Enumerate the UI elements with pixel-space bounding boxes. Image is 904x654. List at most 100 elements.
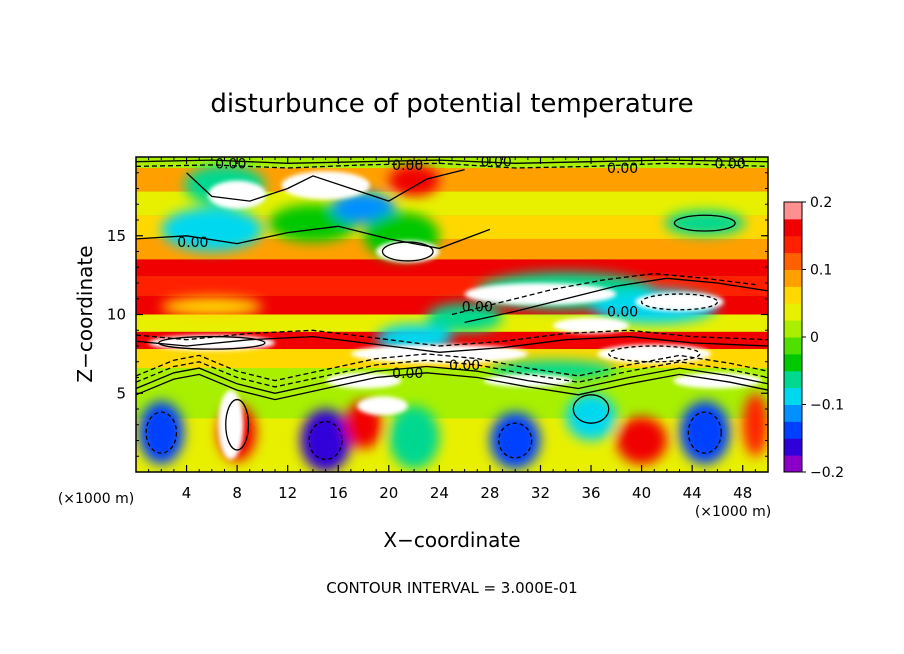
contour-labels: 0.00 0.00 0.00 0.00 0.00 0.00 0.00 0.00 0.00 0.00	[177, 155, 745, 382]
colorbar-tick-label-3: −0.1	[810, 398, 844, 414]
colorbar-swatch-15	[784, 202, 802, 220]
contour-ring-3	[687, 411, 722, 454]
color-band-5	[136, 259, 768, 277]
x-tick-label-36: 36	[581, 484, 600, 502]
contour-ring-4	[225, 398, 250, 451]
contour-ring-0	[145, 411, 178, 454]
x-tick-label-32: 32	[531, 484, 550, 502]
anomaly-blob-1	[161, 207, 263, 252]
contour-line-1	[136, 359, 768, 388]
contour-line-10	[136, 225, 491, 250]
y-tick-label-5: 5	[116, 384, 126, 402]
white-region-3	[464, 283, 617, 306]
contour-label-9: 0.00	[449, 358, 480, 374]
anomaly-blob-22	[489, 360, 617, 380]
white-region-8	[597, 344, 712, 364]
white-region-2	[376, 240, 440, 263]
y-tick-label-10: 10	[107, 306, 126, 324]
anomaly-blob-19	[616, 416, 667, 465]
colorbar-swatch-14	[784, 218, 802, 237]
colorbar-swatch-10	[784, 286, 802, 304]
contour-ring-1	[308, 420, 343, 461]
colorbar-swatch-1	[784, 438, 802, 456]
contour-interval-note: CONTOUR INTERVAL = 3.000E-01	[326, 579, 577, 597]
plot-area: 0.00 0.00 0.00 0.00 0.00 0.00 0.00 0.00 0.00 0.00	[136, 155, 768, 472]
contour-ring-8	[640, 293, 719, 311]
color-band-9	[136, 331, 768, 350]
contour-label-4: 0.00	[714, 156, 745, 172]
white-region-1	[281, 171, 370, 200]
contour-line-2	[136, 353, 768, 382]
colorbar-swatch-9	[784, 303, 802, 321]
x-tick-label-40: 40	[632, 484, 651, 502]
colorbar-tick-label-0: 0.2	[810, 195, 832, 211]
anomaly-blob-18	[565, 393, 617, 441]
x-axis-label: X−coordinate	[383, 528, 520, 552]
anomaly-blob-21	[742, 393, 768, 457]
x-tick-label-48: 48	[733, 484, 752, 502]
x-tick-label-16: 16	[329, 484, 348, 502]
contour-ring-2	[498, 422, 533, 459]
contour-line-9	[451, 272, 756, 316]
x-axis-ticks: 4 8 12 16 20 24 28 32 36 40 44 48	[148, 157, 756, 502]
color-band-4	[136, 238, 768, 260]
white-region-4	[635, 292, 724, 312]
white-region-13	[357, 396, 408, 416]
x-tick-label-28: 28	[480, 484, 499, 502]
x-tick-label-24: 24	[430, 484, 449, 502]
contour-label-6: 0.00	[462, 300, 493, 316]
contour-ring-10	[608, 345, 701, 363]
y-tick-label-15: 15	[107, 227, 126, 245]
anomaly-blob-3	[331, 191, 396, 224]
colorbar-swatch-11	[784, 269, 802, 287]
x-tick-label-12: 12	[278, 484, 297, 502]
anomaly-blob-20	[679, 401, 731, 465]
contour-line-8	[464, 277, 768, 324]
contour-label-5: 0.00	[177, 235, 208, 251]
colorbar-swatch-13	[784, 235, 802, 254]
anomaly-blob-6	[664, 210, 746, 236]
contour-line-0	[136, 365, 768, 394]
y-axis-unit: (×1000 m)	[58, 491, 134, 507]
anomaly-blob-12	[138, 401, 185, 465]
white-region-12	[218, 390, 244, 460]
contour-label-1: 0.00	[392, 158, 423, 174]
x-axis-unit: (×1000 m)	[695, 504, 771, 520]
contour-line-4	[136, 335, 768, 353]
contour-line-7	[136, 162, 768, 169]
contour-ring-9	[158, 335, 266, 350]
color-band-0	[136, 157, 768, 169]
x-tick-label-20: 20	[379, 484, 398, 502]
colorbar-ticks: 0.2 0.1 0 −0.1 −0.2	[802, 195, 844, 481]
colorbar-swatch-8	[784, 320, 802, 338]
chart-title: disturbunce of potential temperature	[210, 89, 693, 119]
anomaly-blob-5	[388, 164, 440, 197]
anomaly-blob-17	[489, 412, 541, 469]
colorbar-swatch-6	[784, 353, 802, 372]
colorbar-swatch-12	[784, 252, 802, 270]
colorbar-swatch-4	[784, 387, 802, 405]
colorbar-tick-label-1: 0.1	[810, 263, 832, 279]
colorbar	[783, 201, 803, 473]
contour-ring-7	[381, 241, 434, 262]
colorbar-tick-label-2: 0	[810, 330, 819, 346]
colorbar-tick-label-4: −0.2	[810, 465, 844, 481]
contour-ring-6	[673, 214, 736, 232]
white-region-5	[553, 317, 629, 334]
anomaly-blob-14	[300, 409, 351, 472]
colorbar-swatch-0	[784, 455, 802, 473]
colorbar-swatch-2	[784, 421, 802, 439]
x-tick-label-44: 44	[683, 484, 702, 502]
y-axis-ticks: 5 10 15	[107, 172, 768, 457]
colorbar-swatch-7	[784, 337, 802, 355]
contour-label-2: 0.00	[481, 155, 512, 171]
x-tick-label-8: 8	[232, 484, 242, 502]
anomaly-blob-16	[388, 405, 440, 469]
contour-line-5	[136, 329, 768, 347]
contour-line-3	[136, 372, 768, 401]
white-region-0	[208, 180, 267, 209]
contour-ring-5	[572, 394, 610, 424]
anomaly-blob-9	[426, 303, 503, 332]
contour-label-7: 0.00	[607, 304, 638, 320]
